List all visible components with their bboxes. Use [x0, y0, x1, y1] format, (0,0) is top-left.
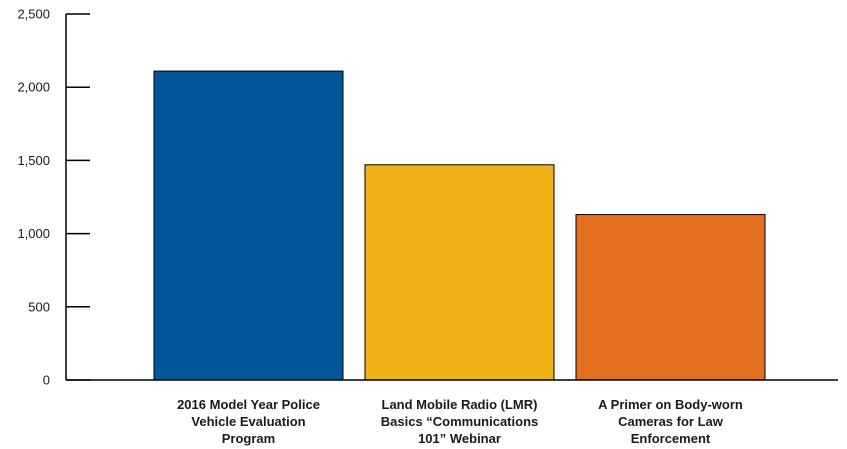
x-category-label-line: 2016 Model Year Police	[177, 397, 320, 412]
x-category-label-line: Cameras for Law	[618, 414, 724, 429]
x-category-label-line: 101” Webinar	[418, 431, 501, 446]
x-category-label-line: Basics “Communications	[381, 414, 539, 429]
bar	[575, 214, 766, 381]
y-tick-label: 2,500	[17, 7, 50, 22]
bar	[364, 164, 555, 381]
x-category-label: Land Mobile Radio (LMR) Basics “Communica…	[381, 397, 539, 446]
y-tick-label: 1,000	[17, 226, 50, 241]
y-tick-label: 2,000	[17, 80, 50, 95]
y-axis: 0 500 1,000 1,500 2,000 2,500	[17, 7, 90, 388]
x-category-label: 2016 Model Year Police Vehicle Evaluation…	[177, 397, 320, 446]
x-category-label-line: Land Mobile Radio (LMR)	[382, 397, 538, 412]
x-category-label-line: Program	[222, 431, 275, 446]
x-category-label-line: Enforcement	[631, 431, 711, 446]
bar	[153, 70, 344, 381]
bars	[153, 70, 766, 381]
x-category-label-line: A Primer on Body-worn	[598, 397, 743, 412]
x-axis: 2016 Model Year Police Vehicle Evaluation…	[66, 379, 838, 446]
y-tick-label: 1,500	[17, 153, 50, 168]
x-category-label-line: Vehicle Evaluation	[191, 414, 305, 429]
x-category-label: A Primer on Body-worn Cameras for Law Enfo…	[598, 397, 743, 446]
y-tick-label: 500	[28, 299, 50, 314]
y-tick-label: 0	[43, 373, 50, 388]
